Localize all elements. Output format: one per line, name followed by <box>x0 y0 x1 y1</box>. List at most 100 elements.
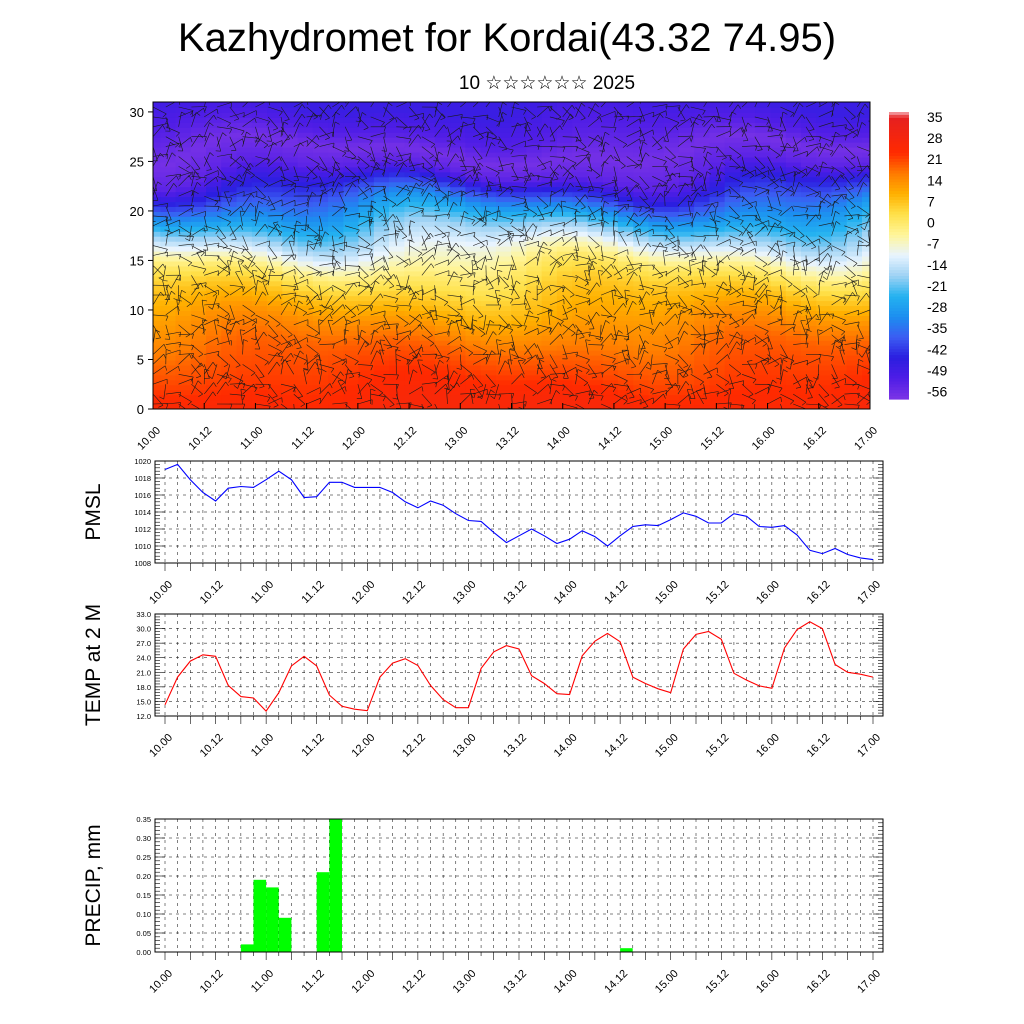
wind-barb-shaft <box>242 383 258 388</box>
field-cell <box>846 230 864 237</box>
field-cell <box>862 205 870 212</box>
field-cell <box>358 294 375 302</box>
field-cell <box>434 299 452 307</box>
field-cell <box>770 220 787 227</box>
field-cell <box>236 289 253 297</box>
wind-barb-flag <box>553 178 559 181</box>
field-cell <box>495 299 513 307</box>
field-cell <box>709 131 726 138</box>
wind-barb-flag <box>196 365 202 368</box>
wind-barb-flag <box>368 379 373 384</box>
wind-barb-shaft <box>460 324 475 330</box>
field-cell <box>267 200 284 207</box>
wind-barb-shaft <box>536 156 547 169</box>
wind-barb-flag <box>497 139 501 145</box>
field-cell <box>251 289 269 297</box>
field-cell <box>816 146 833 153</box>
wind-barb-shaft <box>153 176 158 191</box>
field-cell <box>267 131 284 138</box>
wind-barb-shaft <box>518 360 525 375</box>
field-cell <box>679 180 696 188</box>
field-cell <box>434 116 452 123</box>
field-cell <box>602 151 620 158</box>
wind-barb-shaft <box>537 105 553 108</box>
wind-barb-shaft <box>178 265 181 281</box>
field-cell <box>221 235 238 242</box>
field-cell <box>801 126 818 133</box>
wind-barb-shaft <box>421 304 432 317</box>
wind-barb-shaft <box>293 104 303 118</box>
field-cell <box>267 180 284 188</box>
field-cell <box>190 393 208 401</box>
field-cell <box>465 195 482 203</box>
wind-barb-flag <box>229 197 233 203</box>
field-cell <box>328 111 345 118</box>
field-cell <box>617 344 635 351</box>
field-cell <box>175 269 192 277</box>
field-cell <box>434 324 452 331</box>
wind-barb-shaft <box>562 393 578 397</box>
field-cell <box>831 136 848 143</box>
wind-barb-flag <box>230 404 233 409</box>
field-cell <box>755 319 772 326</box>
field-cell <box>556 284 574 292</box>
wind-barb-shaft <box>216 205 232 212</box>
field-cell <box>816 215 833 222</box>
field-cell <box>236 398 253 406</box>
wind-barb-shaft <box>407 359 410 375</box>
wind-barb-shaft <box>549 354 558 368</box>
field-cell <box>816 235 833 242</box>
wind-barb-flag <box>562 385 566 391</box>
field-cell <box>526 398 543 406</box>
field-cell <box>556 126 574 133</box>
field-cell <box>602 398 620 406</box>
field-cell <box>465 156 482 163</box>
wind-barb-flag <box>239 182 244 187</box>
wind-barb-shaft <box>191 171 196 187</box>
field-cell <box>221 250 238 257</box>
field-cell <box>251 363 269 371</box>
field-cell <box>160 106 177 113</box>
field-cell <box>785 260 803 267</box>
field-cell <box>153 170 162 178</box>
field-cell <box>495 329 513 336</box>
wind-barb-shaft <box>473 114 489 118</box>
field-cell <box>648 156 665 163</box>
field-cell <box>251 373 269 381</box>
field-cell <box>495 240 513 247</box>
field-cell <box>358 215 375 222</box>
wind-barb-shaft <box>408 346 423 355</box>
field-cell <box>617 215 635 222</box>
wind-barb-shaft <box>216 126 232 130</box>
wind-barb-flag <box>429 155 434 159</box>
field-cell <box>587 146 604 153</box>
wind-barb-flag <box>173 183 178 188</box>
wind-barb-shaft <box>293 102 305 108</box>
wind-barb-flag <box>185 238 190 241</box>
field-cell <box>282 398 299 406</box>
field-cell <box>389 279 406 287</box>
field-cell <box>328 279 345 287</box>
wind-barb-flag <box>270 270 276 273</box>
field-cell <box>160 116 177 123</box>
wind-barb-flag <box>205 282 207 288</box>
field-cell <box>846 215 864 222</box>
field-cell <box>785 156 803 163</box>
wind-barb-shaft <box>498 349 502 365</box>
field-cell <box>465 260 482 267</box>
field-cell <box>358 175 375 183</box>
field-cell <box>282 279 299 287</box>
wind-barb-flag <box>338 182 343 187</box>
field-cell <box>297 314 314 321</box>
field-cell <box>236 359 253 366</box>
field-cell <box>801 170 818 178</box>
field-cell <box>724 368 742 376</box>
field-cell <box>694 180 711 188</box>
wind-barb-shaft <box>370 132 386 137</box>
field-cell <box>556 324 574 331</box>
field-cell <box>328 102 345 108</box>
field-cell <box>251 403 269 409</box>
field-cell <box>816 264 833 272</box>
field-cell <box>297 309 314 316</box>
field-cell <box>343 126 360 133</box>
